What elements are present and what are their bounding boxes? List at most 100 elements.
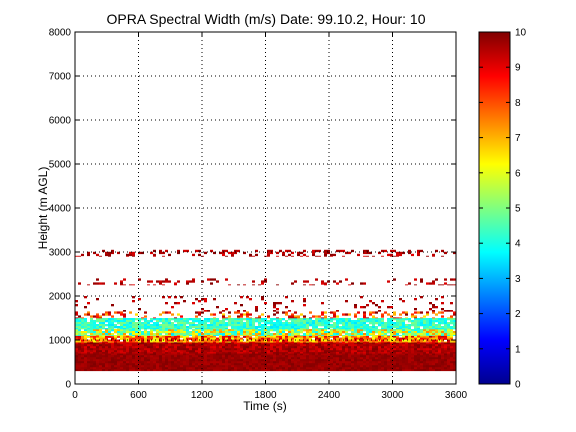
heatmap-cell	[429, 357, 432, 360]
heatmap-cell	[366, 353, 369, 356]
heatmap-cell	[243, 284, 246, 286]
heatmap-cell	[147, 339, 150, 342]
heatmap-cell	[357, 335, 360, 336]
heatmap-cell	[306, 324, 309, 327]
heatmap-cell	[228, 251, 231, 255]
heatmap-cell	[393, 333, 396, 336]
heatmap-cell	[132, 284, 135, 286]
heatmap-cell	[174, 328, 177, 330]
heatmap-cell	[192, 369, 195, 372]
heatmap-cell	[441, 326, 444, 329]
heatmap-cell	[336, 369, 339, 372]
heatmap-cell	[345, 278, 348, 281]
heatmap-cell	[135, 369, 138, 372]
heatmap-cell	[276, 342, 279, 345]
heatmap-cell	[291, 320, 294, 323]
y-tick-label: 3000	[49, 248, 72, 259]
heatmap-cell	[216, 369, 219, 372]
heatmap-cell	[90, 320, 93, 323]
heatmap-cell	[78, 318, 81, 321]
heatmap-cell	[159, 337, 162, 340]
heatmap-cell	[273, 318, 276, 321]
heatmap-cell	[150, 320, 153, 323]
heatmap-cell	[291, 335, 294, 338]
heatmap-cell	[390, 255, 393, 257]
heatmap-cell	[438, 284, 441, 286]
heatmap-cell	[324, 346, 327, 349]
heatmap-cell	[324, 331, 327, 334]
heatmap-cell	[186, 369, 189, 372]
heatmap-cell	[390, 350, 393, 353]
heatmap-cell	[387, 350, 390, 353]
heatmap-cell	[417, 328, 420, 330]
heatmap-cell	[321, 335, 324, 338]
heatmap-cell	[402, 335, 405, 338]
heatmap-cell	[225, 329, 228, 332]
heatmap-cell	[105, 348, 108, 351]
heatmap-cell	[135, 322, 138, 325]
heatmap-cell	[126, 369, 129, 372]
heatmap-cell	[450, 278, 453, 281]
heatmap-cell	[267, 326, 270, 329]
heatmap-cell	[120, 331, 123, 334]
heatmap-cell	[99, 335, 102, 338]
heatmap-cell	[330, 253, 333, 257]
heatmap-cell	[444, 331, 447, 334]
heatmap-cell	[240, 365, 243, 368]
heatmap-cell	[180, 331, 183, 334]
heatmap-cell	[291, 322, 294, 325]
heatmap-cell	[375, 328, 378, 330]
heatmap-cell	[405, 335, 408, 336]
heatmap-cell	[93, 363, 96, 366]
heatmap-cell	[195, 318, 198, 321]
heatmap-cell	[144, 342, 147, 345]
heatmap-cell	[312, 361, 315, 364]
heatmap-cell	[150, 363, 153, 366]
heatmap-cell	[183, 355, 186, 358]
heatmap-cell	[393, 344, 396, 347]
heatmap-cell	[273, 329, 276, 332]
heatmap-cell	[315, 335, 318, 338]
heatmap-cell	[213, 352, 216, 354]
heatmap-cell	[231, 348, 234, 351]
heatmap-cell	[108, 329, 111, 332]
heatmap-cell	[162, 350, 165, 353]
heatmap-cell	[372, 331, 375, 334]
heatmap-cell	[105, 369, 108, 372]
heatmap-cell	[99, 318, 102, 321]
heatmap-cell	[315, 324, 318, 327]
heatmap-cell	[321, 302, 324, 305]
heatmap-cell	[78, 357, 81, 360]
heatmap-cell	[435, 350, 438, 353]
heatmap-cell	[414, 344, 417, 347]
heatmap-cell	[171, 306, 174, 309]
heatmap-cell	[270, 337, 273, 340]
heatmap-cell	[81, 318, 84, 321]
heatmap-cell	[243, 326, 246, 329]
heatmap-cell	[270, 335, 273, 336]
heatmap-cell	[156, 363, 159, 366]
heatmap-cell	[126, 361, 129, 364]
heatmap-cell	[426, 363, 429, 366]
heatmap-cell	[177, 359, 180, 362]
heatmap-cell	[105, 335, 108, 338]
heatmap-cell	[360, 322, 363, 325]
heatmap-cell	[93, 322, 96, 325]
heatmap-cell	[252, 365, 255, 368]
heatmap-cell	[441, 311, 444, 314]
heatmap-cell	[84, 369, 87, 372]
heatmap-cell	[99, 282, 102, 285]
heatmap-cell	[411, 315, 414, 318]
heatmap-cell	[372, 326, 375, 329]
heatmap-cell	[279, 335, 282, 336]
heatmap-cell	[363, 355, 366, 358]
heatmap-cell	[378, 331, 381, 334]
heatmap-cell	[399, 342, 402, 345]
heatmap-cell	[315, 341, 318, 343]
heatmap-cell	[381, 361, 384, 364]
heatmap-cell	[390, 326, 393, 329]
heatmap-cell	[159, 335, 162, 338]
heatmap-cell	[363, 328, 366, 330]
heatmap-cell	[264, 365, 267, 368]
